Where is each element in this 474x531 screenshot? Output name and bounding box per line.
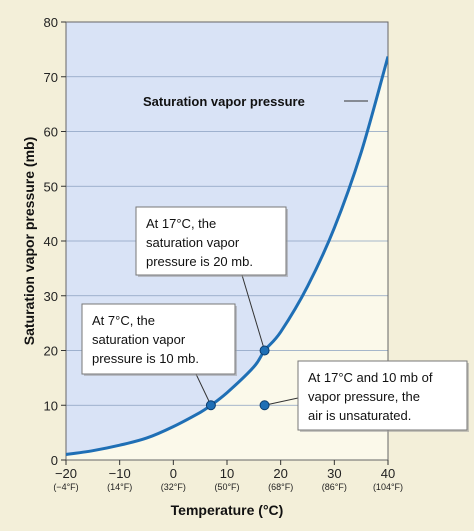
x-tick-label: 30 — [327, 466, 341, 481]
callout-leader-2 — [195, 373, 212, 406]
x-tick-label: 10 — [220, 466, 234, 481]
x-axis-ticks: −20(−4°F) −10(14°F) 0(32°F) 10(50°F) 20(68°F… — [53, 460, 403, 492]
y-tick-label: 70 — [44, 70, 58, 85]
series-label: Saturation vapor pressure — [143, 94, 305, 109]
y-tick-label: 50 — [44, 179, 58, 194]
x-tick-fahrenheit-label: (68°F) — [268, 482, 293, 492]
callout-leader-1 — [241, 274, 266, 351]
callout-text-line: air is unsaturated. — [308, 408, 411, 423]
y-tick-label: 60 — [44, 125, 58, 140]
y-tick-label: 80 — [44, 15, 58, 30]
callout-text-line: saturation vapor — [146, 235, 240, 250]
x-tick-label: −10 — [109, 466, 131, 481]
callout-box — [81, 303, 236, 375]
y-axis-ticks: 0 10 20 30 40 50 60 70 80 — [44, 15, 66, 468]
callout-leader-3 — [264, 397, 299, 406]
x-tick-fahrenheit-label: (104°F) — [373, 482, 403, 492]
x-tick-fahrenheit-label: (32°F) — [161, 482, 186, 492]
y-tick-label: 30 — [44, 289, 58, 304]
x-tick-label: 20 — [273, 466, 287, 481]
x-tick-fahrenheit-label: (−4°F) — [53, 482, 78, 492]
callouts: At 17°C, the saturation vapor pressure is … — [81, 206, 469, 432]
x-tick-fahrenheit-label: (14°F) — [107, 482, 132, 492]
callout-box — [297, 360, 468, 431]
callout-1: At 17°C, the saturation vapor pressure is … — [135, 206, 288, 277]
x-tick-label: 40 — [381, 466, 395, 481]
saturation-curve — [66, 56, 388, 456]
y-tick-label: 40 — [44, 234, 58, 249]
x-tick-fahrenheit-label: (86°F) — [322, 482, 347, 492]
callout-text-line: At 17°C, the — [146, 216, 216, 231]
callout-leaders — [195, 274, 299, 406]
curve-label-group: Saturation vapor pressure — [143, 94, 368, 109]
callout-text-line: vapor pressure, the — [308, 389, 420, 404]
y-tick-label: 20 — [44, 344, 58, 359]
callout-text-line: pressure is 10 mb. — [92, 351, 199, 366]
data-point-2 — [259, 345, 270, 356]
y-axis-title: Saturation vapor pressure (mb) — [21, 137, 37, 346]
callout-box — [135, 206, 287, 276]
callout-text-line: At 17°C and 10 mb of — [308, 370, 433, 385]
callout-3: At 17°C and 10 mb of vapor pressure, the a… — [297, 360, 469, 432]
callout-text-line: pressure is 20 mb. — [146, 254, 253, 269]
y-tick-label: 0 — [51, 453, 58, 468]
callout-text-line: At 7°C, the — [92, 313, 155, 328]
x-tick-label: −20 — [55, 466, 77, 481]
x-tick-label: 0 — [170, 466, 177, 481]
data-point-1 — [205, 400, 216, 411]
y-tick-label: 10 — [44, 398, 58, 413]
data-point-3 — [259, 400, 270, 411]
x-axis-title: Temperature (°C) — [171, 502, 284, 518]
x-tick-fahrenheit-label: (50°F) — [214, 482, 239, 492]
data-points — [205, 345, 270, 411]
callout-text-line: saturation vapor — [92, 332, 186, 347]
callout-2: At 7°C, the saturation vapor pressure is 1… — [81, 303, 237, 376]
